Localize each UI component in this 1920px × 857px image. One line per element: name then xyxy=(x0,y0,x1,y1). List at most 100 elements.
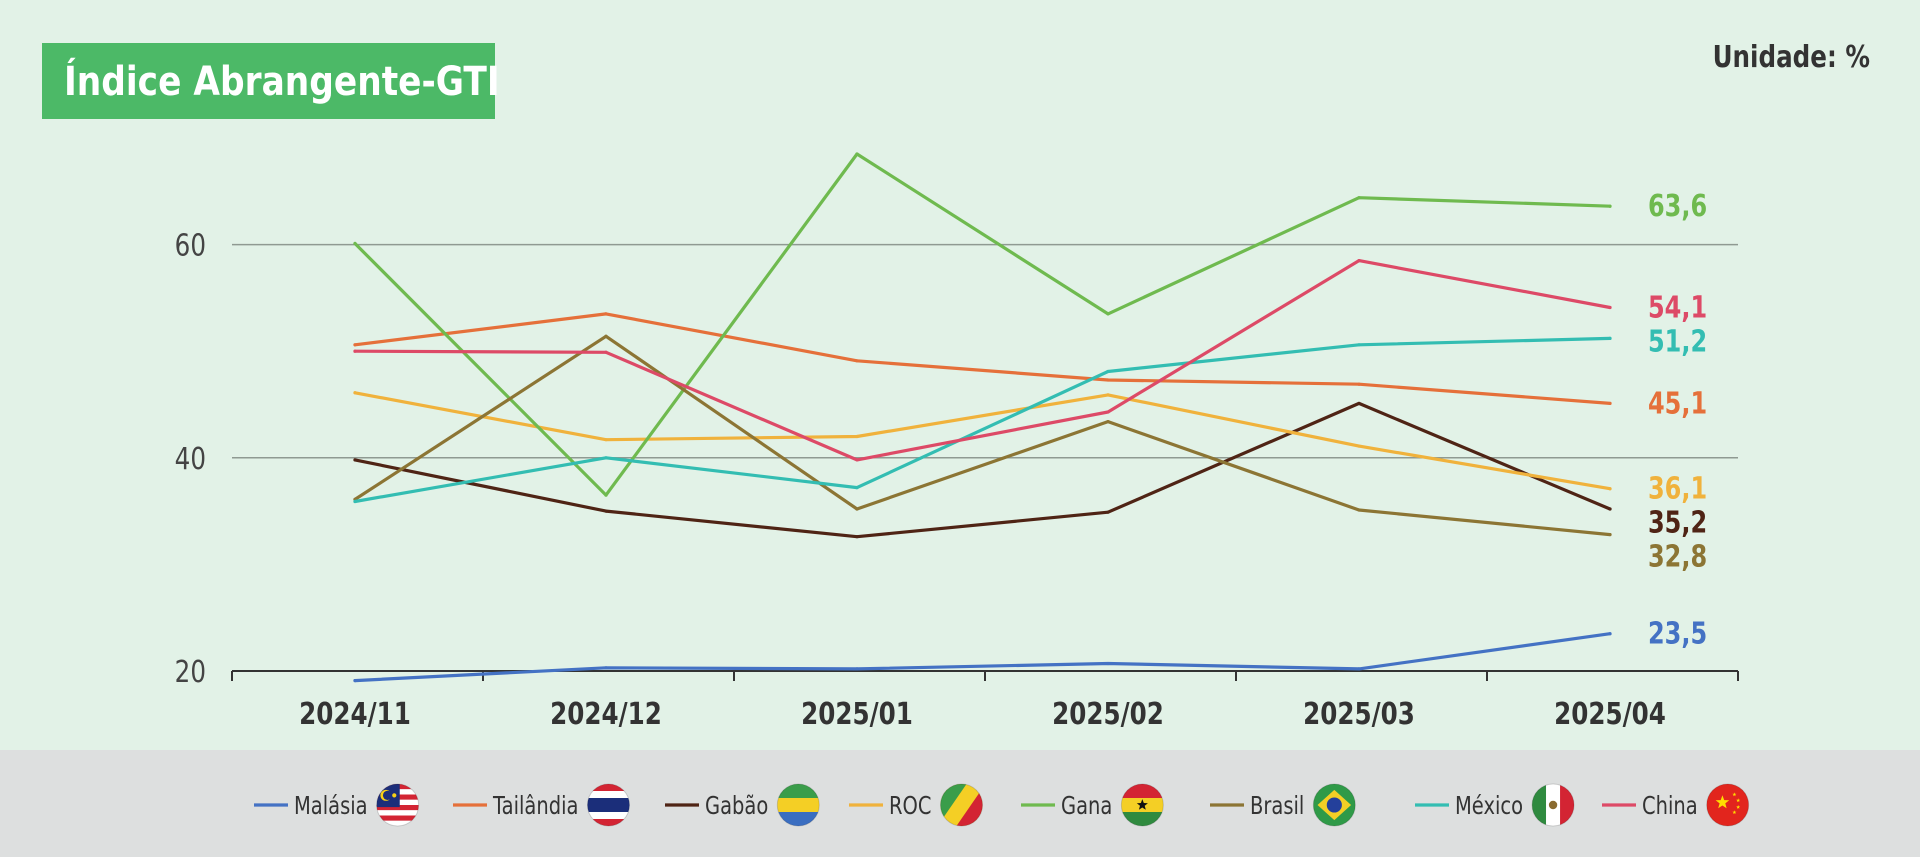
legend-item-Malásia: Malásia xyxy=(254,783,420,827)
data-point xyxy=(604,456,608,460)
series-line xyxy=(353,391,1612,491)
data-point xyxy=(855,486,859,490)
legend-item-China: China xyxy=(1602,783,1750,827)
data-point xyxy=(1608,204,1612,208)
x-tick-label: 2025/01 xyxy=(801,698,913,732)
data-point xyxy=(1357,258,1361,263)
end-value-label: 63,6 xyxy=(1648,190,1707,224)
legend-label: Gabão xyxy=(705,792,768,821)
data-point xyxy=(604,493,608,497)
series-Malásia xyxy=(353,632,1612,683)
data-point xyxy=(855,152,859,156)
y-tick-label: 40 xyxy=(175,443,206,477)
legend-label: México xyxy=(1455,792,1523,821)
data-point xyxy=(604,350,608,354)
end-value-label: 23,5 xyxy=(1648,617,1707,651)
data-point xyxy=(1608,336,1612,341)
china-flag-icon xyxy=(1706,783,1750,827)
data-point xyxy=(604,334,608,338)
data-point xyxy=(1357,508,1361,512)
legend-item-ROC: ROC xyxy=(849,783,983,827)
legend-label: ROC xyxy=(889,792,931,821)
data-point xyxy=(1608,632,1612,636)
ghana-flag-icon xyxy=(1120,783,1164,827)
y-tick-label: 60 xyxy=(175,229,206,263)
x-tick-label: 2024/12 xyxy=(550,698,662,732)
end-value-label: 54,1 xyxy=(1648,291,1707,325)
series-line xyxy=(353,401,1612,539)
data-point xyxy=(604,312,608,316)
end-value-label: 51,2 xyxy=(1648,325,1707,359)
series-Gana xyxy=(353,152,1612,497)
series-line xyxy=(353,632,1612,683)
end-value-label: 36,1 xyxy=(1648,472,1707,506)
series-Gabão xyxy=(353,401,1612,539)
data-point xyxy=(855,507,859,511)
data-point xyxy=(1357,343,1361,347)
y-tick-label: 20 xyxy=(175,656,206,690)
title-box xyxy=(42,43,495,119)
malaysia-flag-icon xyxy=(376,783,420,827)
data-point xyxy=(1106,393,1110,397)
data-point xyxy=(604,438,608,442)
x-tick-label: 2025/03 xyxy=(1303,698,1415,732)
series-line xyxy=(353,152,1612,497)
data-point xyxy=(1357,401,1361,406)
data-point xyxy=(1106,419,1110,424)
end-value-label: 32,8 xyxy=(1648,540,1707,574)
series-Brasil xyxy=(353,334,1612,537)
data-point xyxy=(855,359,859,363)
data-point xyxy=(1106,378,1110,382)
data-point xyxy=(1106,510,1110,514)
legend-label: Brasil xyxy=(1250,792,1304,821)
data-point xyxy=(353,391,357,395)
data-point xyxy=(353,241,357,246)
series-line xyxy=(353,312,1612,405)
data-point xyxy=(1357,196,1361,200)
thailand-flag-icon xyxy=(586,783,630,827)
unit-label: Unidade: % xyxy=(1713,41,1870,75)
series-ROC xyxy=(353,391,1612,491)
x-tick-label: 2025/04 xyxy=(1554,698,1666,732)
data-point xyxy=(353,458,357,462)
data-point xyxy=(604,509,608,513)
brazil-flag-icon xyxy=(1312,783,1356,827)
chart-title: Índice Abrangente-GTI xyxy=(64,57,500,104)
data-point xyxy=(855,667,859,671)
data-point xyxy=(604,666,608,670)
legend-label: China xyxy=(1642,792,1698,821)
congo-flag-icon xyxy=(939,783,983,827)
data-point xyxy=(353,499,357,504)
data-point xyxy=(1106,312,1110,316)
x-tick-label: 2024/11 xyxy=(299,698,411,732)
data-point xyxy=(353,678,357,683)
data-point xyxy=(1357,382,1361,386)
data-point xyxy=(855,535,859,539)
data-point xyxy=(855,458,859,462)
series-México xyxy=(353,336,1612,504)
series-line xyxy=(353,259,1612,462)
mexico-flag-icon xyxy=(1531,783,1575,827)
data-point xyxy=(1357,667,1361,671)
legend-item-Brasil: Brasil xyxy=(1210,783,1356,827)
series-line xyxy=(353,336,1612,504)
data-point xyxy=(353,343,357,347)
x-tick-label: 2025/02 xyxy=(1052,698,1164,732)
legend-label: Gana xyxy=(1061,792,1112,821)
data-point xyxy=(1357,444,1361,448)
data-point xyxy=(1106,369,1110,374)
legend-item-Gabão: Gabão xyxy=(665,783,820,827)
legend-label: Tailândia xyxy=(492,792,578,821)
legend-item-México: México xyxy=(1415,783,1575,827)
data-point xyxy=(353,349,357,353)
legend-item-Tailândia: Tailândia xyxy=(453,783,630,827)
data-point xyxy=(1106,410,1110,414)
data-point xyxy=(1608,532,1612,537)
data-point xyxy=(1106,661,1110,666)
data-point xyxy=(1608,401,1612,406)
end-value-label: 35,2 xyxy=(1648,506,1707,540)
series-line xyxy=(353,334,1612,537)
end-value-label: 45,1 xyxy=(1648,387,1707,421)
